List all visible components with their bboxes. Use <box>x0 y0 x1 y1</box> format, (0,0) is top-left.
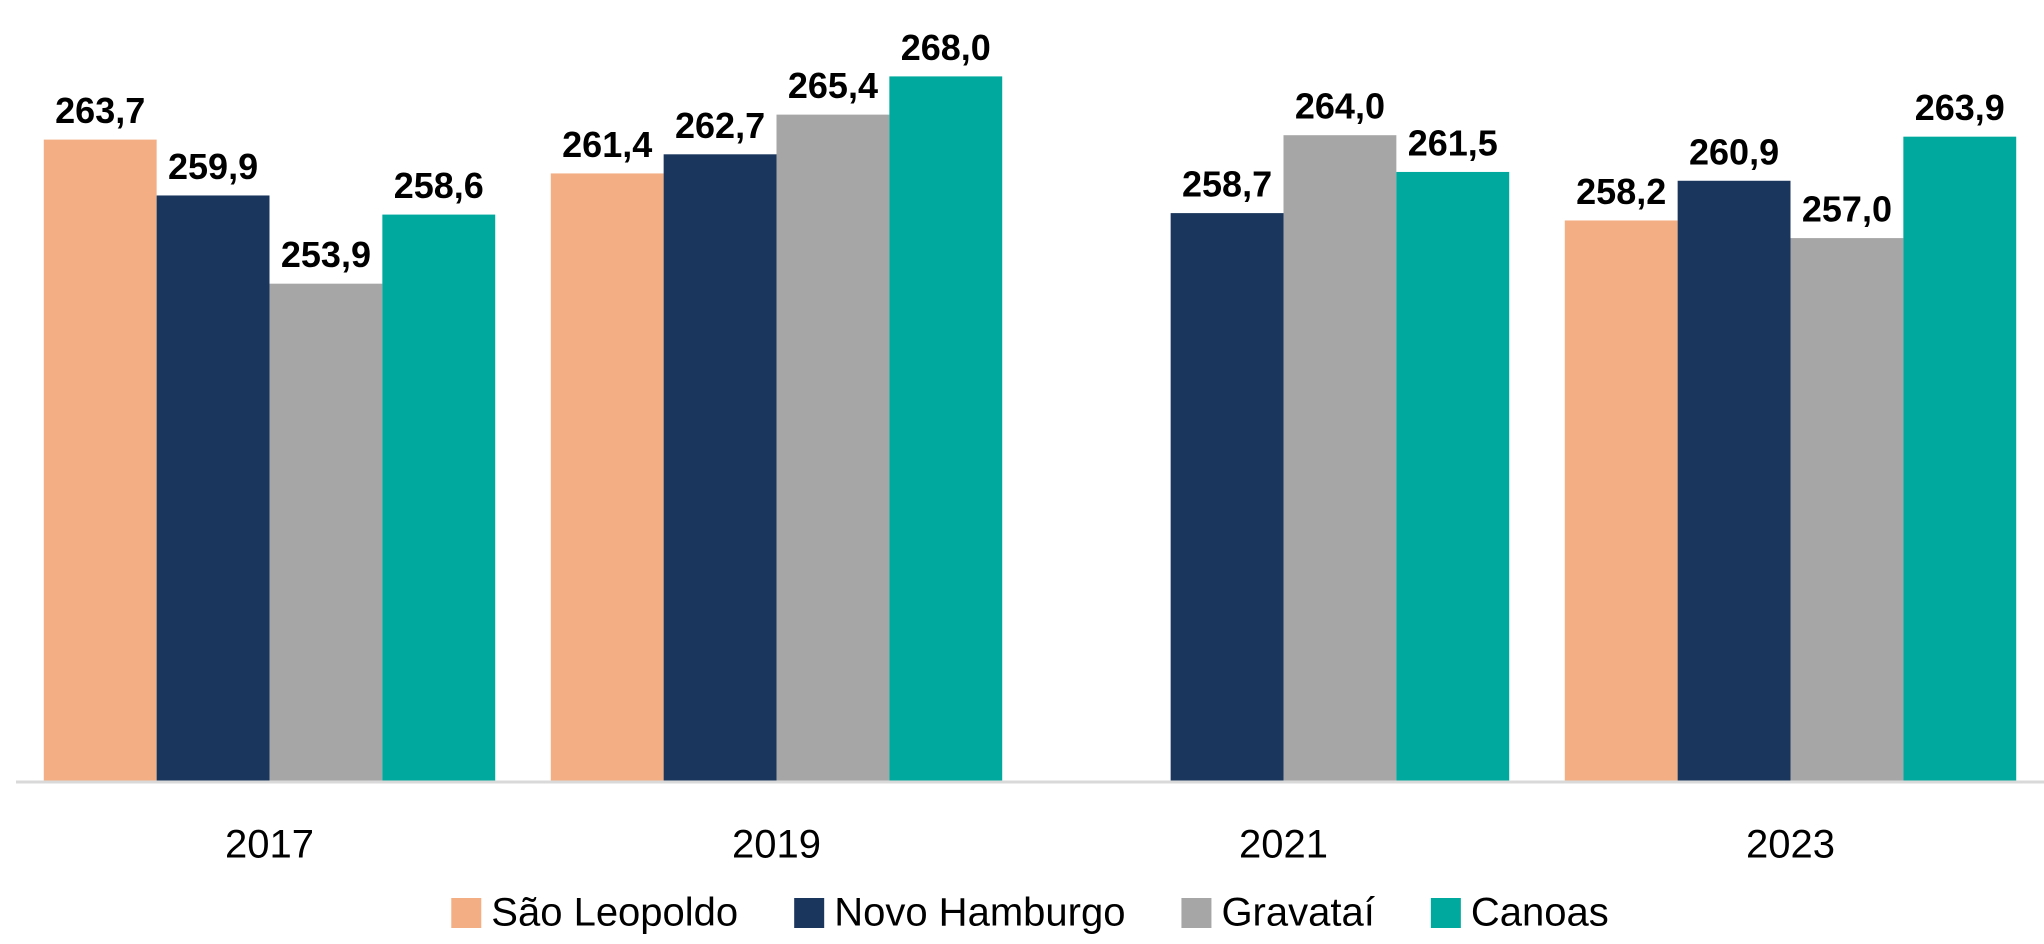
bar <box>1903 136 2017 783</box>
data-label: 259,9 <box>168 146 258 187</box>
bar <box>269 283 383 782</box>
legend-swatch <box>1430 898 1461 928</box>
x-tick-label: 2021 <box>1239 823 1328 867</box>
legend-label: Canoas <box>1471 891 1609 935</box>
data-label: 253,9 <box>281 234 371 275</box>
data-label: 258,2 <box>1576 171 1666 212</box>
bar <box>43 139 157 783</box>
x-tick-label: 2023 <box>1746 823 1835 867</box>
bar <box>1790 238 1904 783</box>
data-label: 262,7 <box>675 105 765 146</box>
data-label: 263,7 <box>55 90 145 131</box>
data-label: 258,7 <box>1182 164 1272 205</box>
legend-swatch <box>1181 898 1212 928</box>
bar <box>550 173 664 783</box>
legend-label: São Leopoldo <box>491 891 738 935</box>
data-label: 268,0 <box>901 27 991 68</box>
bar <box>776 114 890 783</box>
legend-swatch <box>451 898 482 928</box>
data-label: 257,0 <box>1802 189 1892 230</box>
bar <box>889 76 1003 782</box>
bar <box>1677 180 1791 782</box>
data-label: 263,9 <box>1915 87 2005 128</box>
data-label: 260,9 <box>1689 131 1779 172</box>
x-tick-label: 2019 <box>732 823 821 867</box>
bar <box>1564 220 1678 782</box>
bar <box>663 154 777 782</box>
legend-swatch <box>794 898 825 928</box>
data-label: 265,4 <box>788 65 878 106</box>
legend-label: Gravataí <box>1221 891 1374 935</box>
data-label: 264,0 <box>1295 86 1385 127</box>
bar <box>1170 213 1284 783</box>
bar <box>1283 135 1397 782</box>
data-label: 258,6 <box>394 165 484 206</box>
x-tick-label: 2017 <box>225 823 314 867</box>
data-label: 261,4 <box>562 124 652 165</box>
bar <box>382 214 496 782</box>
bar <box>156 195 270 783</box>
data-label: 261,5 <box>1408 122 1498 163</box>
legend-label: Novo Hamburgo <box>834 891 1125 935</box>
bar <box>1396 171 1510 782</box>
